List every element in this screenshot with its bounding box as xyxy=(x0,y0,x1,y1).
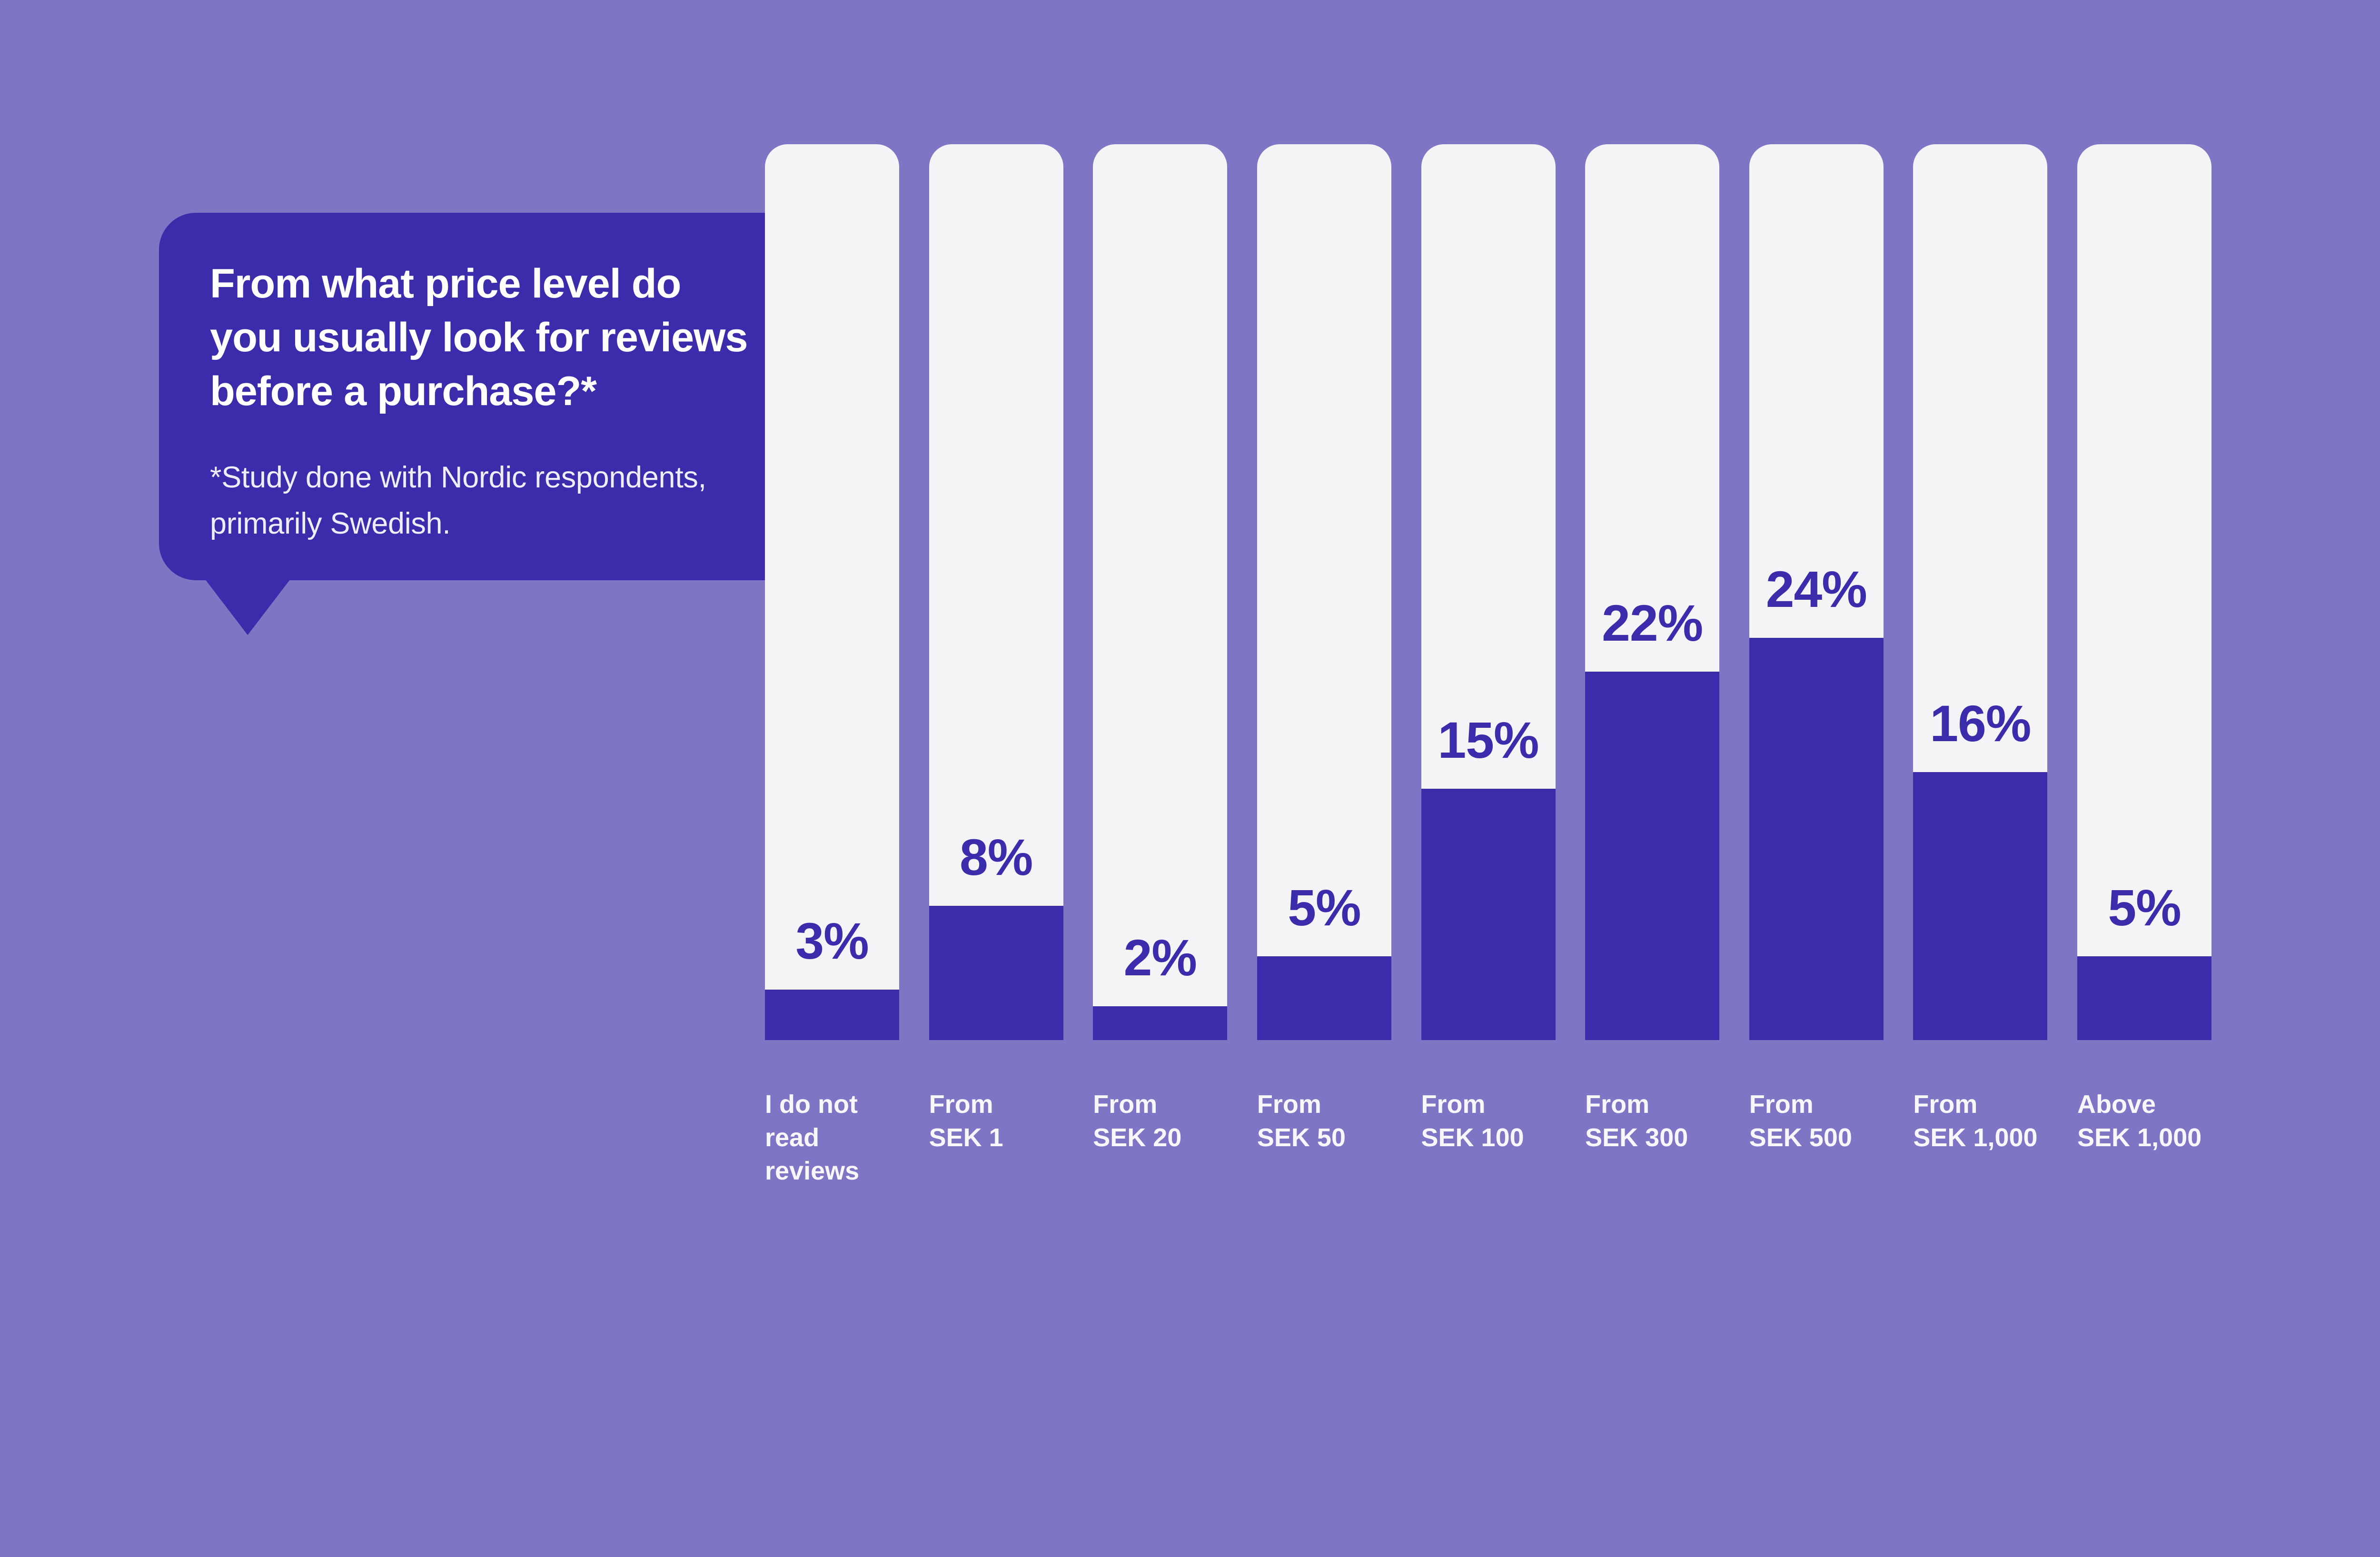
bar-value-label: 8% xyxy=(960,829,1033,886)
bar-value-label: 15% xyxy=(1438,711,1539,769)
bar-track: 24% xyxy=(1749,144,1884,1040)
bar-value-label: 2% xyxy=(1123,929,1197,987)
bar-category-label: From SEK 1,000 xyxy=(1913,1090,2038,1152)
question-footnote: *Study done with Nordic respondents, pri… xyxy=(210,460,706,541)
bar-column: 15% From SEK 100 xyxy=(1421,144,1556,1152)
bar-fill xyxy=(1421,788,1556,1040)
bar-column: 8% From SEK 1 xyxy=(929,144,1063,1152)
bar-track: 8% xyxy=(929,144,1063,1040)
bar-track: 22% xyxy=(1585,144,1720,1040)
bar-category-label: Above SEK 1,000 xyxy=(2077,1090,2202,1152)
bar-track: 3% xyxy=(765,144,899,1040)
bar-category-label: From SEK 50 xyxy=(1257,1090,1346,1152)
bar-fill xyxy=(929,906,1063,1040)
bar-column: 24% From SEK 500 xyxy=(1749,144,1884,1152)
bar-category-label: From SEK 500 xyxy=(1749,1090,1852,1152)
bar-track: 15% xyxy=(1421,144,1556,1040)
bar-category-label: From SEK 20 xyxy=(1093,1090,1182,1152)
bar-value-label: 5% xyxy=(2108,879,2181,936)
bar-value-label: 22% xyxy=(1602,594,1703,652)
bar-track: 16% xyxy=(1913,144,2048,1040)
bar-column: 5% From SEK 50 xyxy=(1257,144,1391,1152)
bar-fill xyxy=(765,990,899,1040)
question-bubble: From what price level do you usually loo… xyxy=(159,213,838,635)
bar-column: 5% Above SEK 1,000 xyxy=(2077,144,2211,1152)
bar-chart: 3% I do not read reviews 8% From SEK 1 2… xyxy=(765,144,2211,1185)
bar-category-label: I do not read reviews xyxy=(765,1090,860,1185)
bar-column: 22% From SEK 300 xyxy=(1585,144,1720,1152)
bar-value-label: 16% xyxy=(1930,694,2031,752)
bar-track: 5% xyxy=(2077,144,2211,1040)
question-title: From what price level do you usually loo… xyxy=(210,260,748,415)
bar-category-label: From SEK 100 xyxy=(1421,1090,1524,1152)
bar-track: 2% xyxy=(1093,144,1228,1040)
bar-category-label: From SEK 1 xyxy=(929,1090,1003,1152)
bar-fill xyxy=(1257,956,1391,1040)
bar-fill xyxy=(1093,1006,1228,1040)
bar-column: 3% I do not read reviews xyxy=(765,144,899,1185)
bar-value-label: 24% xyxy=(1765,561,1867,618)
bar-column: 2% From SEK 20 xyxy=(1093,144,1228,1152)
bar-fill xyxy=(1749,638,1884,1040)
infographic-canvas: From what price level do you usually loo… xyxy=(159,144,2211,1185)
bar-track: 5% xyxy=(1257,144,1391,1040)
bar-column: 16% From SEK 1,000 xyxy=(1913,144,2048,1152)
bar-fill xyxy=(1585,671,1720,1040)
bar-value-label: 3% xyxy=(795,912,869,970)
bar-fill xyxy=(1913,772,2048,1040)
bar-category-label: From SEK 300 xyxy=(1585,1090,1688,1152)
speech-bubble-tail xyxy=(205,579,291,635)
bar-fill xyxy=(2077,956,2211,1040)
bar-value-label: 5% xyxy=(1288,879,1361,936)
